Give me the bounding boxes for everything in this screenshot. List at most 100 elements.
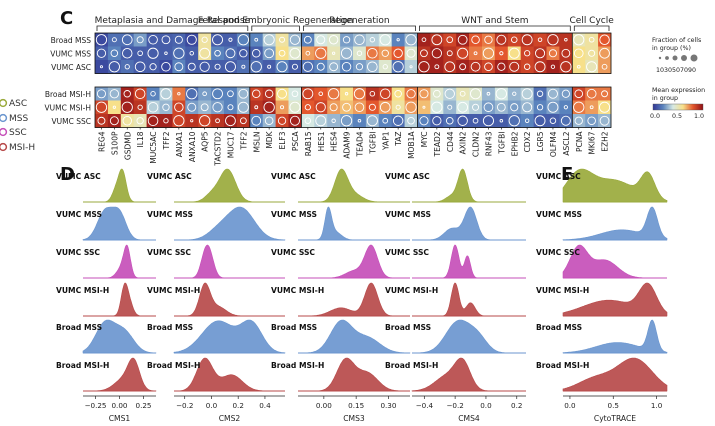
size-legend-title-line1: Fraction of cells [652, 37, 701, 44]
fraction-dot [470, 61, 481, 72]
heatmap-cell [198, 33, 212, 47]
dot-plot-frame [94, 32, 612, 74]
heatmap-cell [107, 100, 122, 115]
heatmap-cell [546, 60, 560, 74]
color-legend-title-line1: Mean expression [652, 87, 705, 94]
heatmap-cell [507, 100, 521, 115]
ridge-row-title: VUMC SSC [385, 248, 429, 257]
fraction-dot [574, 116, 583, 125]
fraction-dot [134, 88, 146, 100]
heatmap-cell [559, 100, 573, 115]
fraction-dot [482, 115, 495, 127]
fraction-dot [251, 115, 262, 126]
x-axis-label: CMS1 [109, 414, 131, 423]
ridge-row-title: VUMC ASC [385, 172, 430, 181]
heatmap-cell [95, 87, 109, 101]
heatmap-cell [443, 100, 457, 115]
gene-label: TACSTD2 [214, 131, 223, 166]
ridge-row-title: VUMC MSI-H [536, 286, 589, 295]
fraction-dot [227, 90, 234, 98]
heatmap-cell [456, 60, 470, 74]
fraction-dot [564, 38, 568, 42]
gene-label: MYC [420, 132, 429, 148]
x-tick-label: 0.4 [259, 401, 271, 410]
ridge-row-title: Broad MSI-H [147, 361, 200, 370]
dot-plot-row-label: VUMC MSI-H [44, 103, 91, 112]
fraction-dot [561, 48, 571, 58]
fraction-dot [112, 105, 116, 109]
fraction-dot [405, 101, 417, 113]
heatmap-cell [520, 46, 534, 61]
gene-label: EZH2 [601, 131, 610, 152]
fraction-dot [392, 115, 404, 126]
heatmap-cell [172, 60, 186, 74]
heatmap-cell [585, 33, 599, 47]
fraction-dot [394, 90, 402, 98]
heatmap-cell [185, 46, 199, 61]
fraction-dot [560, 115, 571, 126]
ridge-panel: VUMC ASC VUMC MSS VUMC SSC VUMC MSI-H Broad … [56, 168, 157, 423]
fraction-dot [264, 116, 274, 126]
fraction-dot [289, 101, 301, 113]
heatmap-cell [482, 87, 496, 101]
heatmap-cell [146, 87, 160, 101]
fraction-dot [237, 34, 250, 46]
msih-legend-marker [0, 142, 8, 152]
ridge-row-title: VUMC SSC [271, 248, 315, 257]
fraction-dot [174, 62, 184, 72]
heatmap-cell [546, 46, 560, 61]
x-tick-label: −0.25 [84, 401, 106, 410]
heatmap-cell [120, 87, 134, 101]
x-tick-label: −0.4 [416, 401, 434, 410]
gene-label: TAZ [394, 132, 403, 147]
side-legend-label: MSI-H [9, 143, 35, 153]
fraction-dot [355, 63, 364, 71]
fraction-dot [212, 88, 223, 100]
fraction-dot [421, 37, 427, 43]
fraction-dot [110, 49, 119, 58]
fraction-dot [264, 89, 274, 98]
fraction-dot [382, 117, 389, 124]
fraction-dot [472, 117, 479, 124]
category-bracket: WNT and Stem [419, 16, 571, 31]
heatmap-cell [288, 60, 302, 74]
heatmap-cell [133, 100, 147, 115]
fraction-dot [228, 37, 233, 42]
density-area [173, 319, 286, 354]
fraction-dot [328, 88, 340, 100]
ridge-row-title: Broad MSS [271, 323, 317, 332]
fraction-dot [379, 34, 391, 46]
fraction-dot [344, 92, 349, 96]
fraction-dot [396, 38, 400, 42]
fraction-dot [510, 36, 518, 44]
fraction-dot [186, 88, 198, 100]
x-tick-label: 0.15 [348, 401, 364, 410]
fraction-dot [304, 104, 311, 111]
fraction-dot [457, 34, 468, 45]
fraction-dot [329, 62, 339, 72]
fraction-dot [215, 118, 220, 124]
gene-label: MOB1A [407, 131, 416, 159]
category-bracket: Regeneration [303, 16, 416, 31]
fraction-dot [254, 105, 259, 110]
heatmap-cell [494, 100, 509, 115]
ridge-panel: VUMC ASC VUMC MSS VUMC SSC VUMC MSI-H Broad … [536, 168, 668, 423]
ridge-row-title: Broad MSI-H [56, 361, 109, 370]
fraction-dot [136, 117, 144, 125]
fraction-dot [250, 61, 262, 73]
fraction-dot [202, 91, 207, 97]
fraction-dot [251, 48, 261, 58]
fraction-dot [99, 65, 103, 69]
fraction-dot [433, 89, 441, 98]
heatmap-cell [159, 33, 173, 47]
heatmap-cell [95, 114, 109, 128]
dot-plot-row-label: VUMC SSC [52, 117, 91, 126]
colorbar-tick-label: 0.0 [650, 113, 660, 120]
heatmap-cell [404, 46, 418, 61]
fraction-dot [111, 37, 117, 43]
heatmap-cell [494, 46, 509, 61]
heatmap-cell [275, 46, 289, 61]
heatmap-cell [404, 60, 418, 74]
ridge-row-title: Broad MSI-H [271, 361, 324, 370]
